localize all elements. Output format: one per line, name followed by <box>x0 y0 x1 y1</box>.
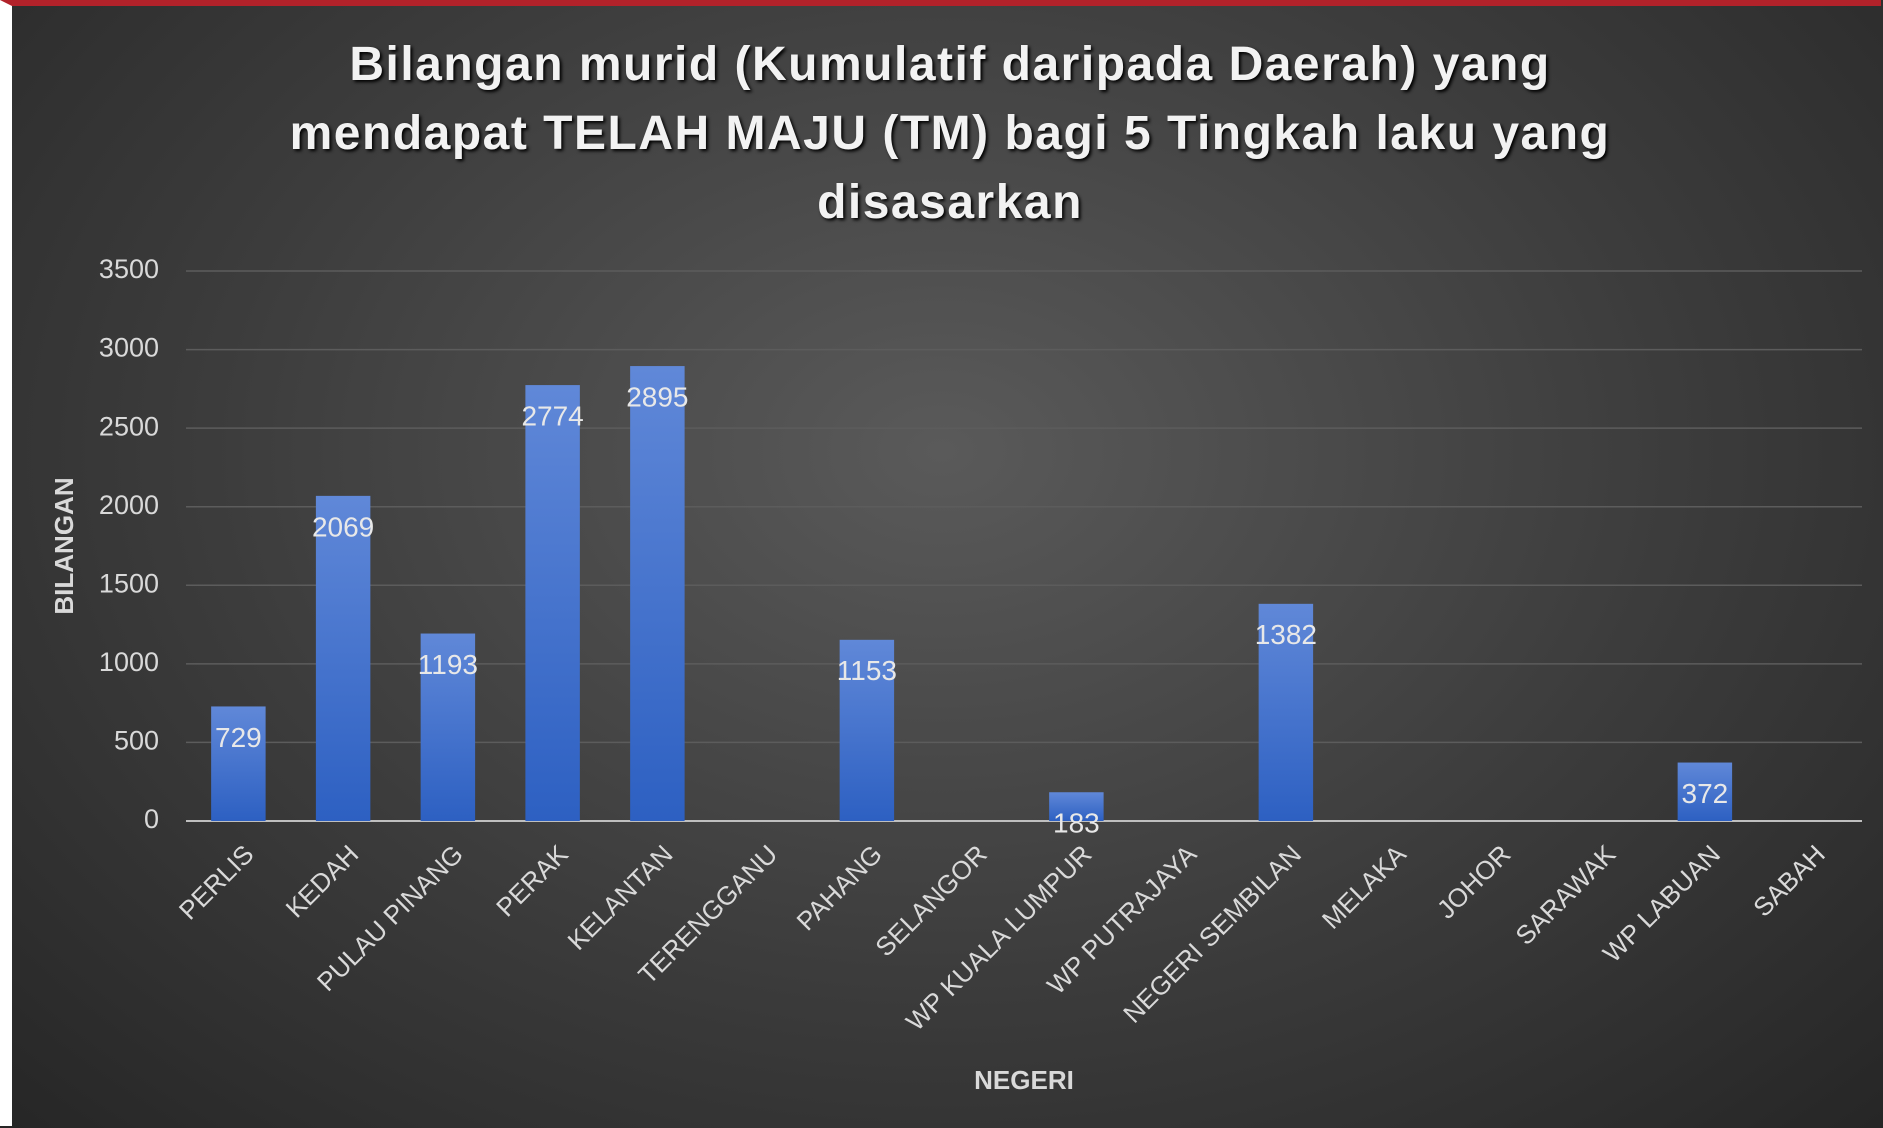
y-axis-label: BILANGAN <box>49 477 79 614</box>
x-tick-label: MELAKA <box>1316 838 1412 934</box>
bar <box>211 706 266 821</box>
data-label: 2895 <box>626 381 688 412</box>
x-tick-label: PAHANG <box>790 839 887 936</box>
y-tick-label: 2000 <box>99 490 159 520</box>
x-tick-label: PERAK <box>490 838 574 922</box>
x-tick-label: KEDAH <box>280 839 365 924</box>
data-label: 729 <box>215 722 262 753</box>
x-tick-label: KELANTAN <box>562 839 679 956</box>
bar <box>315 495 371 821</box>
x-tick-label: PERLIS <box>173 839 260 926</box>
x-tick-label: WP KUALA LUMPUR <box>900 839 1098 1037</box>
x-tick-label: JOHOR <box>1431 839 1517 925</box>
bar <box>1049 792 1104 821</box>
data-label: 1382 <box>1255 619 1317 650</box>
data-label: 2069 <box>312 511 374 542</box>
data-label: 2774 <box>521 400 583 431</box>
y-tick-label: 0 <box>144 804 159 834</box>
y-tick-label: 500 <box>114 726 159 756</box>
y-tick-label: 1000 <box>99 647 159 677</box>
y-tick-label: 1500 <box>99 568 159 598</box>
data-label: 372 <box>1682 778 1729 809</box>
bar <box>420 633 476 821</box>
x-tick-label: NEGERI SEMBILAN <box>1117 839 1307 1029</box>
data-label: 1193 <box>418 649 478 680</box>
bar <box>839 639 895 821</box>
x-axis-label: NEGERI <box>974 1065 1074 1095</box>
chart-title: Bilangan murid (Kumulatif daripada Daera… <box>289 38 1611 229</box>
y-tick-label: 2500 <box>99 411 159 441</box>
bar <box>1258 603 1314 821</box>
y-tick-label: 3500 <box>99 254 159 284</box>
bar <box>630 366 685 821</box>
bar <box>1677 762 1733 821</box>
data-label: 183 <box>1053 808 1100 839</box>
x-tick-label: SARAWAK <box>1509 838 1621 950</box>
x-tick-label: SABAH <box>1747 839 1831 923</box>
data-label: 1153 <box>837 655 897 686</box>
y-tick-label: 3000 <box>99 333 159 363</box>
bar <box>525 385 580 821</box>
